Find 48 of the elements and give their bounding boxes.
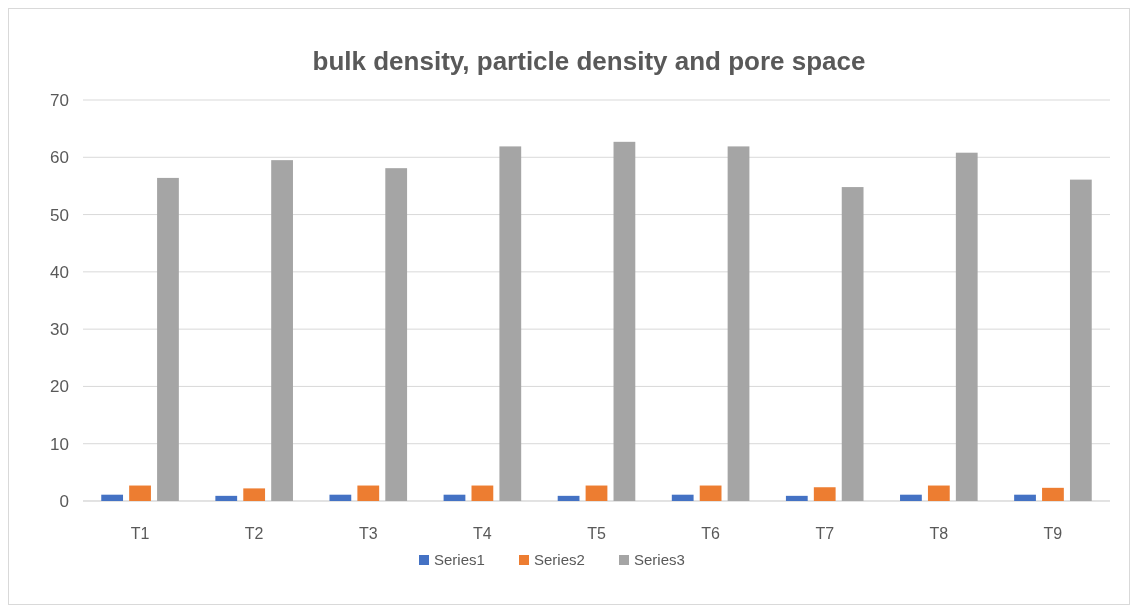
x-tick-label: T6 [701,525,721,542]
bar [585,485,608,501]
legend-label: Series1 [434,551,485,568]
bar [243,488,266,501]
y-tick-label: 10 [50,434,69,454]
y-tick-label: 20 [50,377,69,397]
legend-label: Series3 [634,551,685,568]
bar [271,160,293,501]
bar [329,494,352,501]
bar [727,146,750,501]
x-tick-label: T4 [473,525,492,542]
bar [613,141,636,501]
x-tick-label: T3 [358,525,378,542]
legend-label: Series2 [534,551,585,568]
bar [671,494,694,501]
bar [785,495,808,501]
y-tick-label: 0 [59,492,69,511]
bar [841,187,864,501]
bar [1069,179,1092,501]
y-tick-label: 30 [50,320,69,340]
bar [699,485,722,501]
x-tick-label: T9 [1043,525,1063,542]
bar [1014,494,1036,501]
bar [927,485,950,501]
bar [357,485,380,501]
bar [129,485,151,501]
bar [443,494,466,501]
bar [955,152,978,501]
y-tick-label: 40 [50,262,69,282]
bar [813,487,836,501]
bar [157,177,179,501]
bar [215,495,238,501]
bar [385,168,408,501]
y-tick-label: 60 [50,148,69,168]
bar [499,146,522,501]
x-tick-label: T8 [929,525,949,542]
x-tick-label: T5 [587,525,606,542]
y-tick-label: 70 [50,91,69,110]
x-tick-label: T7 [815,525,835,542]
bar [557,495,580,501]
bar [101,494,124,501]
x-tick-label: T2 [244,525,264,542]
bar [900,494,922,501]
y-tick-label: 50 [50,205,69,225]
bar [1042,487,1064,501]
chart-title: bulk density, particle density and pore space [312,46,866,76]
x-tick-label: T1 [130,525,150,542]
bar [471,485,494,501]
